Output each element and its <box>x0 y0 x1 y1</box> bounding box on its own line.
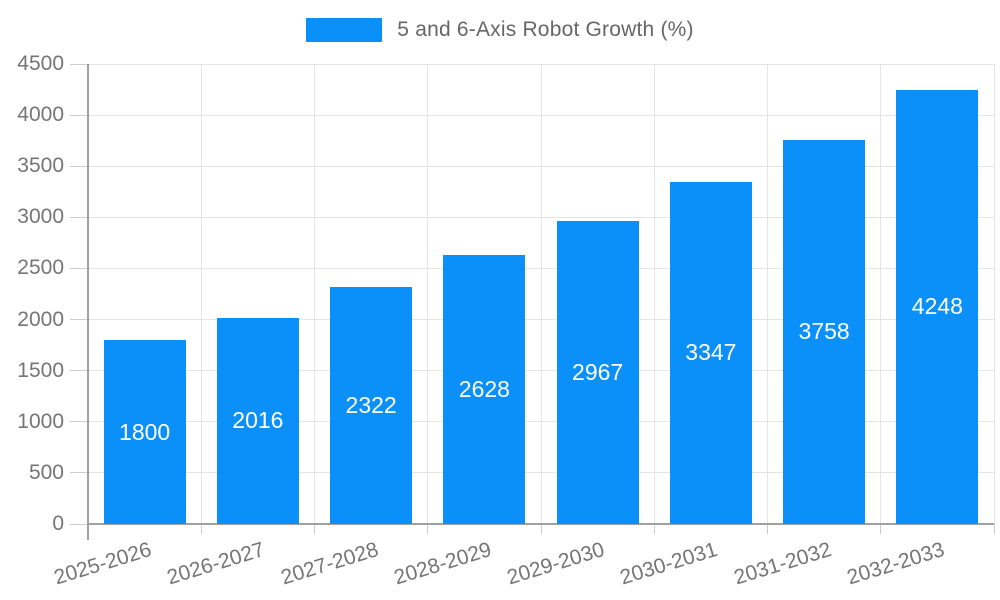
bar-value-label: 1800 <box>119 418 171 445</box>
bar: 3347 <box>669 181 752 524</box>
x-gridline <box>427 64 429 524</box>
x-tick <box>993 524 995 534</box>
bar: 2628 <box>443 255 526 524</box>
bar: 2016 <box>216 317 299 524</box>
x-gridline <box>653 64 655 524</box>
y-tick-label: 0 <box>52 512 64 535</box>
bar-value-label: 2016 <box>232 407 284 434</box>
bar: 3758 <box>783 139 866 524</box>
x-gridline <box>993 64 995 524</box>
bar-value-label: 2628 <box>458 376 510 403</box>
x-tick <box>880 524 882 534</box>
x-gridline <box>767 64 768 524</box>
bar-value-label: 4248 <box>911 293 963 320</box>
x-axis-line <box>88 523 994 525</box>
y-tick-label: 4000 <box>17 103 64 127</box>
x-tick-label: 2030-2031 <box>617 538 721 590</box>
y-tick <box>70 267 88 269</box>
x-tick <box>314 524 315 534</box>
legend-swatch <box>306 18 383 42</box>
bar-value-label: 2967 <box>572 358 624 385</box>
y-tick-label: 3000 <box>17 205 64 229</box>
y-tick <box>70 114 88 116</box>
y-tick-label: 500 <box>28 460 64 484</box>
legend[interactable]: 5 and 6-Axis Robot Growth (%) <box>0 18 1000 42</box>
x-tick-label: 2026-2027 <box>164 538 268 590</box>
bar: 1800 <box>103 340 186 524</box>
x-tick-label: 2031-2032 <box>731 538 834 590</box>
x-tick-label: 2025-2026 <box>51 538 155 590</box>
bar-value-label: 3347 <box>685 339 737 366</box>
bar-value-label: 3758 <box>798 318 850 345</box>
x-tick <box>427 524 429 534</box>
y-tick-label: 2500 <box>17 256 64 280</box>
bar-value-label: 2322 <box>345 391 397 418</box>
x-tick <box>540 524 542 534</box>
y-tick-label: 4500 <box>17 52 64 75</box>
y-tick <box>70 370 88 372</box>
y-tick <box>70 472 88 474</box>
y-tick-label: 1500 <box>17 358 64 382</box>
y-tick <box>70 216 88 218</box>
x-tick-label: 2029-2030 <box>504 538 608 590</box>
x-tick-label: 2028-2029 <box>391 538 495 590</box>
y-tick-label: 1000 <box>17 409 64 433</box>
y-tick <box>70 523 88 525</box>
y-tick <box>70 319 88 321</box>
bar: 2967 <box>556 220 639 524</box>
bar: 4248 <box>896 89 979 524</box>
y-tick-label: 3500 <box>17 154 64 178</box>
x-tick-label: 2032-2033 <box>844 538 948 590</box>
x-tick <box>653 524 655 534</box>
x-tick <box>767 524 768 534</box>
bar: 2322 <box>330 286 413 524</box>
x-gridline <box>314 64 315 524</box>
x-tick <box>200 524 202 534</box>
x-gridline <box>540 64 542 524</box>
y-axis-line <box>87 64 89 540</box>
x-tick-label: 2027-2028 <box>278 538 381 590</box>
y-tick <box>70 165 88 167</box>
y-tick <box>70 421 88 423</box>
y-tick-label: 2000 <box>17 307 64 331</box>
legend-label: 5 and 6-Axis Robot Growth (%) <box>397 18 694 41</box>
y-tick <box>70 63 88 65</box>
x-gridline <box>880 64 882 524</box>
x-gridline <box>200 64 202 524</box>
